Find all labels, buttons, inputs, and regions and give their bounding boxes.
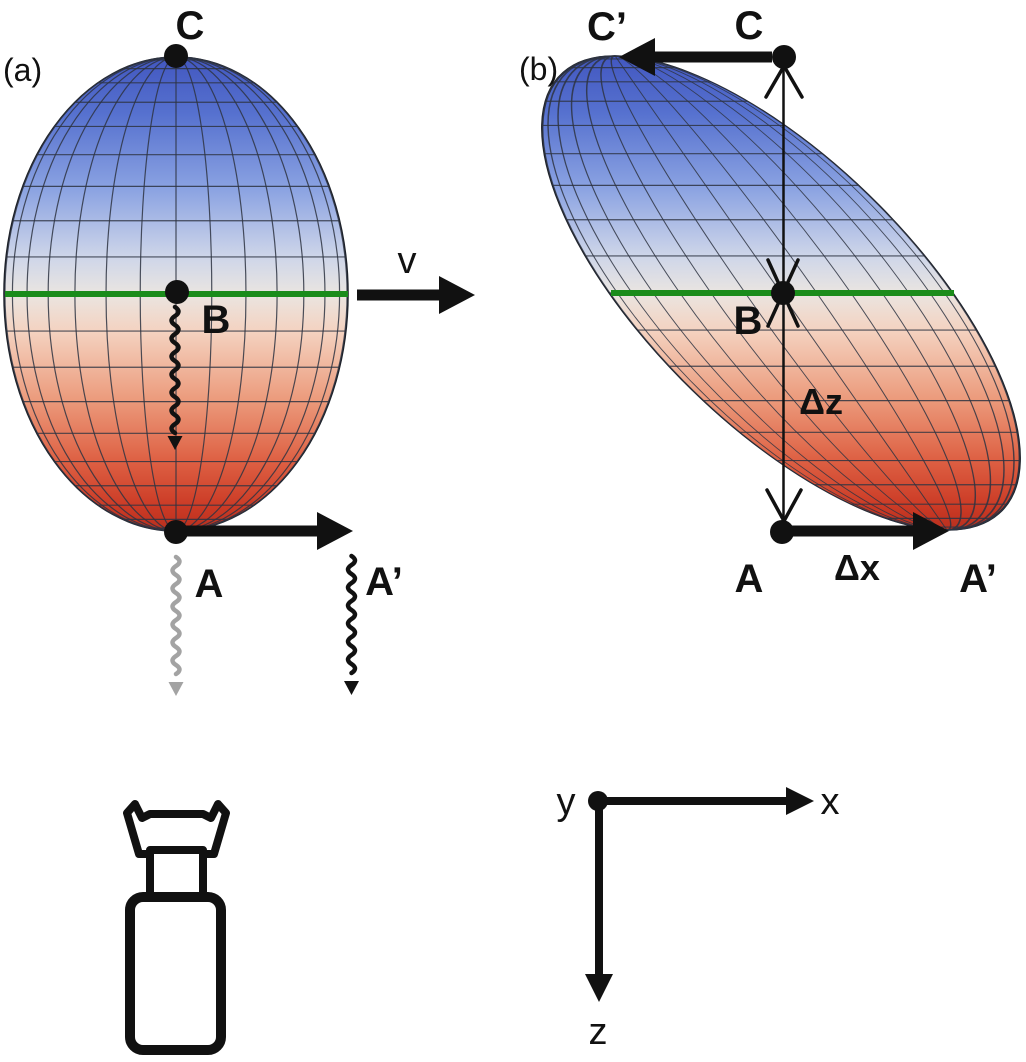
point-b-label-b: B bbox=[734, 299, 763, 343]
delta-x-label: Δx bbox=[834, 547, 880, 588]
point-a-prime-label-a: A’ bbox=[365, 560, 403, 604]
vial-body bbox=[125, 892, 226, 1055]
point-c-dot-a bbox=[164, 44, 188, 68]
a-displacement-arrow-b bbox=[789, 512, 949, 550]
panel-a-tag: (a) bbox=[3, 52, 42, 88]
delta-z-label: Δz bbox=[799, 381, 843, 422]
point-b-dot-b bbox=[771, 281, 795, 305]
point-c-label-b: C bbox=[735, 4, 764, 48]
point-a-dot-a bbox=[164, 520, 188, 544]
coordinate-axes: y x z bbox=[557, 781, 840, 1053]
point-a-dot-b bbox=[770, 520, 794, 544]
c-displacement-arrow-b bbox=[619, 38, 772, 76]
point-b-dot-a bbox=[165, 280, 189, 304]
point-c-label-a: C bbox=[176, 4, 205, 48]
photon-wavy-arrow bbox=[170, 554, 182, 677]
point-c-dot-b bbox=[772, 45, 796, 69]
x-axis-arrowhead bbox=[786, 787, 814, 815]
z-axis-label: z bbox=[589, 1011, 608, 1053]
y-axis-label: y bbox=[557, 781, 576, 823]
a-displacement-arrow-a bbox=[184, 512, 353, 550]
y-axis-origin-dot bbox=[588, 791, 608, 811]
photon-arrows bbox=[167, 304, 359, 696]
photon-wavy-arrowhead bbox=[167, 436, 183, 450]
photon-wavy-arrowhead bbox=[344, 681, 359, 695]
vial-cap bbox=[123, 800, 230, 858]
z-axis-arrowhead bbox=[585, 974, 613, 1002]
point-a-label-b: A bbox=[735, 557, 764, 601]
x-axis-label: x bbox=[821, 781, 840, 823]
point-c-prime-label-b: C’ bbox=[587, 5, 627, 49]
photon-wavy-arrow bbox=[345, 553, 358, 676]
photon-wavy-arrowhead bbox=[168, 682, 184, 696]
photon-wavy-arrow bbox=[169, 304, 181, 436]
panel-b-tag: (b) bbox=[519, 51, 558, 87]
point-a-prime-label-b: A’ bbox=[959, 557, 997, 601]
point-b-label-a: B bbox=[202, 298, 231, 342]
velocity-arrow bbox=[357, 276, 475, 314]
sample-vial-icon bbox=[123, 800, 230, 1055]
velocity-label: v bbox=[398, 240, 417, 282]
point-a-label-a: A bbox=[195, 562, 224, 606]
